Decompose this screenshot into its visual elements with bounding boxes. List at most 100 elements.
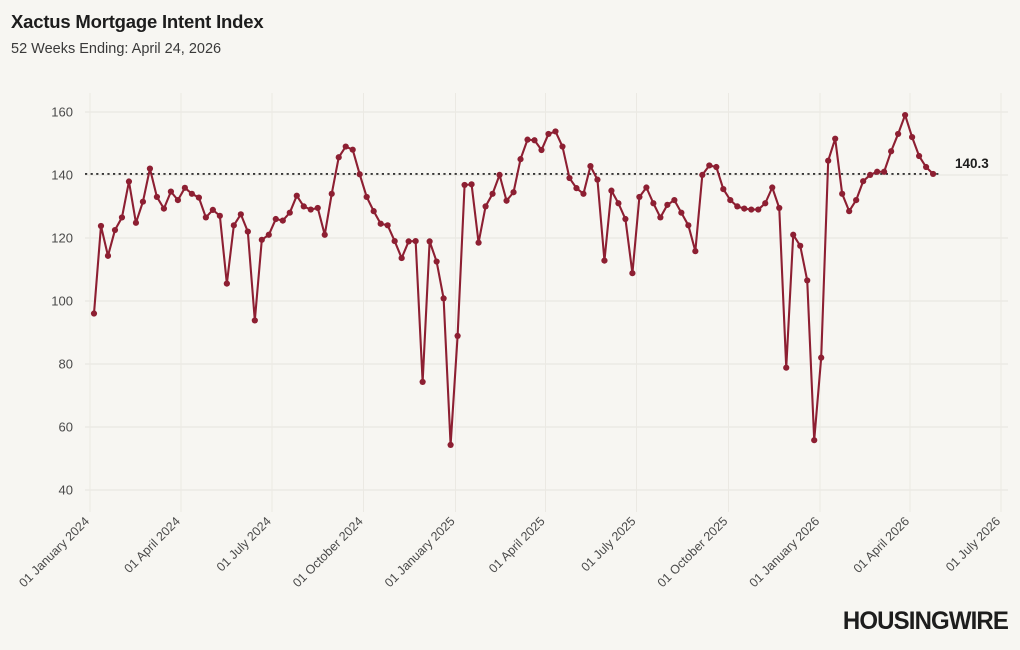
data-point: [125, 178, 133, 185]
data-point: [440, 295, 447, 302]
data-point: [258, 236, 265, 243]
x-axis-tick-label: 01 July 2025: [578, 514, 638, 574]
data-point: [643, 184, 650, 191]
data-point: [601, 257, 608, 264]
x-axis-tick-label: 01 April 2026: [851, 514, 913, 576]
data-point: [580, 190, 587, 197]
data-point: [384, 222, 391, 229]
data-point: [776, 204, 783, 212]
data-point: [356, 171, 363, 178]
data-point: [657, 214, 664, 221]
data-point: [895, 130, 902, 138]
data-point: [160, 205, 168, 212]
data-point: [699, 171, 706, 179]
data-point: [769, 184, 776, 191]
data-point: [692, 248, 699, 255]
x-axis-tick-label: 01 July 2024: [214, 514, 274, 574]
data-point: [181, 184, 188, 191]
data-point: [922, 163, 930, 171]
data-point: [685, 222, 692, 229]
x-axis-tick-label: 01 October 2025: [655, 514, 731, 590]
data-point: [426, 238, 433, 245]
data-point: [860, 178, 867, 185]
data-point: [104, 252, 112, 259]
data-point: [552, 128, 559, 135]
data-point: [755, 206, 762, 213]
data-point: [293, 192, 300, 199]
data-point: [811, 437, 818, 444]
data-point: [489, 190, 496, 197]
data-point: [363, 193, 370, 201]
data-point: [650, 200, 657, 207]
vertical-gridlines: [89, 93, 1002, 512]
data-point: [524, 136, 531, 143]
x-axis-tick-label: 01 January 2024: [16, 514, 92, 590]
data-point: [559, 143, 566, 150]
x-axis-tick-label: 01 April 2025: [486, 514, 548, 576]
data-point: [573, 185, 580, 192]
y-axis-tick-label: 160: [51, 104, 73, 119]
data-point: [762, 200, 769, 207]
data-point: [503, 197, 510, 204]
x-axis-tick-label: 01 April 2024: [122, 514, 184, 576]
data-point: [139, 198, 147, 205]
data-point: [146, 165, 154, 172]
data-point: [174, 197, 181, 204]
y-axis-tick-label: 80: [59, 356, 73, 371]
data-point: [929, 170, 937, 178]
housingwire-logo: HOUSINGWIRE: [842, 607, 1009, 635]
data-point: [853, 197, 860, 204]
data-point: [545, 130, 552, 138]
x-axis-ticks: 01 January 2024 01 April 2024 01 July 2024…: [16, 514, 1003, 590]
data-point: [706, 162, 713, 169]
data-point: [734, 203, 741, 210]
data-point: [678, 209, 685, 216]
page-title: Xactus Mortgage Intent Index: [11, 11, 264, 32]
data-point: [902, 111, 909, 119]
y-axis-tick-label: 60: [59, 419, 73, 434]
data-markers: [90, 111, 937, 448]
x-axis-tick-label: 01 January 2025: [382, 514, 458, 590]
data-point: [377, 220, 384, 227]
data-point: [748, 206, 755, 213]
data-point: [587, 162, 594, 170]
data-point: [111, 226, 119, 234]
x-axis-tick-label: 01 January 2026: [747, 514, 823, 590]
data-point: [265, 231, 272, 238]
data-point: [90, 310, 98, 317]
data-point: [510, 189, 517, 196]
data-point: [566, 174, 573, 182]
data-point: [167, 188, 175, 195]
y-axis-tick-label: 140: [51, 167, 73, 182]
data-point: [636, 193, 643, 201]
data-point: [412, 237, 419, 245]
data-point: [419, 378, 426, 385]
data-point: [664, 201, 671, 208]
data-point: [727, 197, 734, 204]
data-point: [188, 190, 195, 197]
data-point: [531, 137, 538, 144]
data-point: [398, 254, 405, 262]
data-point: [447, 441, 454, 448]
data-point: [328, 190, 335, 197]
data-point: [223, 280, 230, 287]
data-point: [468, 181, 475, 188]
data-point: [874, 168, 881, 175]
y-axis-tick-label: 120: [51, 230, 73, 245]
data-point: [783, 364, 790, 371]
data-point: [594, 176, 601, 183]
data-point: [237, 211, 244, 218]
data-point: [118, 214, 126, 221]
chart-subtitle: 52 Weeks Ending: April 24, 2026: [11, 41, 222, 57]
last-value-annotation: 140.3: [955, 156, 989, 171]
data-point: [209, 206, 216, 213]
data-point: [867, 171, 874, 179]
data-point: [496, 171, 503, 179]
data-point: [741, 205, 748, 212]
x-axis-tick-label: 01 October 2024: [290, 514, 366, 590]
data-point: [244, 228, 251, 235]
y-axis-tick-label: 40: [59, 482, 73, 497]
